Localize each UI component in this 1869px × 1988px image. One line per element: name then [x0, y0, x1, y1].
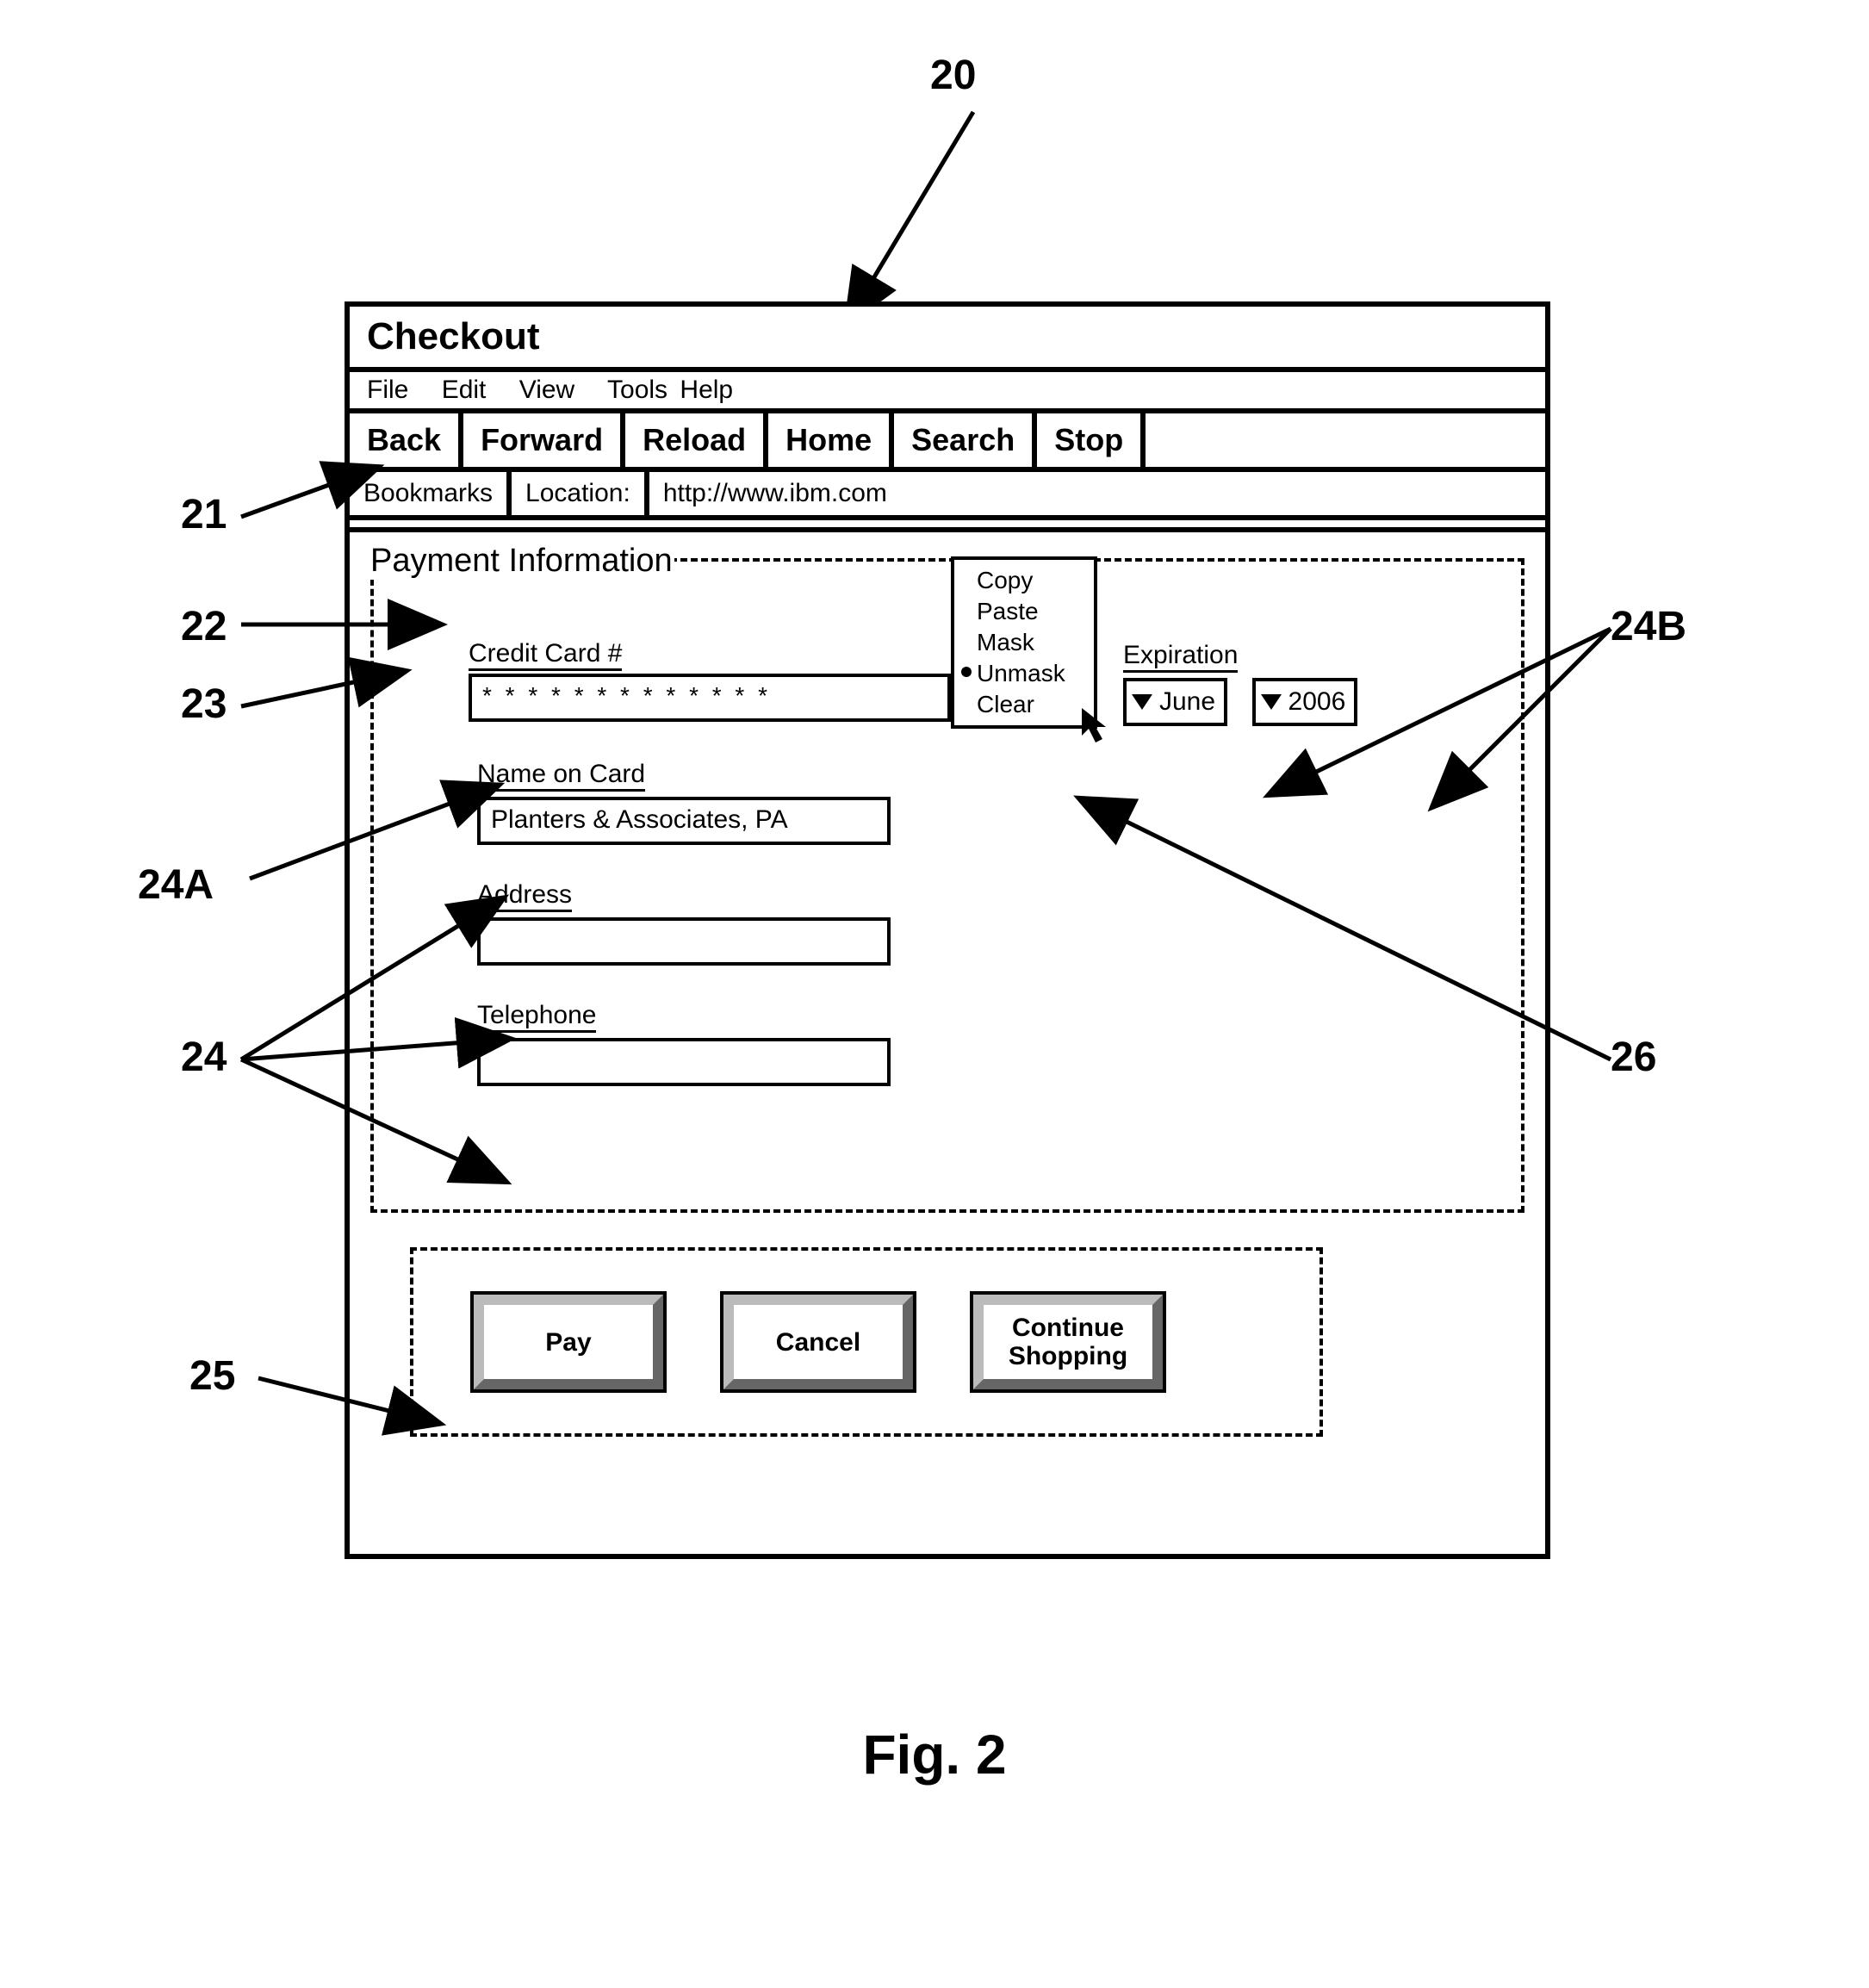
context-menu: Copy Paste Mask Unmask Clear	[951, 556, 1097, 729]
credit-card-input[interactable]: * * * * * * * * * * * * *	[469, 674, 951, 722]
expiration-label: Expiration	[1123, 641, 1238, 673]
home-button[interactable]: Home	[768, 413, 894, 467]
menu-help[interactable]: Help	[680, 376, 733, 404]
address-label: Address	[477, 880, 572, 912]
ctx-unmask[interactable]: Unmask	[958, 658, 1090, 689]
callout-24: 24	[181, 1034, 227, 1081]
ctx-clear[interactable]: Clear	[958, 689, 1090, 720]
forward-button[interactable]: Forward	[463, 413, 625, 467]
window-titlebar: Checkout	[350, 307, 1545, 372]
window-title: Checkout	[367, 315, 539, 357]
ctx-mask[interactable]: Mask	[958, 627, 1090, 658]
leader-25	[250, 1370, 405, 1421]
leader-23	[233, 672, 370, 715]
back-button[interactable]: Back	[350, 413, 463, 467]
callout-22: 22	[181, 603, 227, 650]
leader-24	[233, 913, 474, 1223]
name-on-card-row: Name on Card Planters & Associates, PA	[477, 760, 891, 845]
telephone-label: Telephone	[477, 1001, 596, 1033]
url-field[interactable]: http://www.ibm.com	[649, 472, 1545, 515]
toolbar-separator	[350, 520, 1545, 532]
chevron-down-icon	[1132, 694, 1152, 710]
leader-20	[818, 103, 1042, 301]
name-on-card-label: Name on Card	[477, 760, 645, 792]
ctx-paste[interactable]: Paste	[958, 596, 1090, 627]
leader-21	[233, 474, 353, 525]
menu-view[interactable]: View	[519, 376, 574, 404]
expiration-month-select[interactable]: June	[1123, 678, 1227, 726]
callout-23: 23	[181, 680, 227, 728]
pay-button[interactable]: Pay	[474, 1295, 663, 1389]
credit-card-label: Credit Card #	[469, 639, 622, 671]
callout-20: 20	[930, 52, 976, 99]
name-on-card-input[interactable]: Planters & Associates, PA	[477, 797, 891, 845]
figure-canvas: 20 Checkout File Edit View Tools Help Ba…	[0, 0, 1869, 1988]
address-row: Address	[477, 880, 891, 966]
menu-edit[interactable]: Edit	[442, 376, 487, 404]
cancel-button[interactable]: Cancel	[723, 1295, 913, 1389]
expiration-month-value: June	[1159, 687, 1215, 717]
cursor-icon	[1078, 706, 1113, 744]
callout-24B: 24B	[1611, 603, 1686, 650]
callout-21: 21	[181, 491, 227, 538]
toolbar-spacer	[1146, 413, 1545, 467]
leader-22	[233, 607, 405, 642]
menu-file[interactable]: File	[367, 376, 408, 404]
reload-button[interactable]: Reload	[625, 413, 768, 467]
button-panel: Pay Cancel Continue Shopping	[410, 1247, 1323, 1437]
telephone-row: Telephone	[477, 1001, 891, 1086]
continue-shopping-button[interactable]: Continue Shopping	[973, 1295, 1163, 1389]
menu-tools[interactable]: Tools	[607, 376, 668, 404]
credit-card-row: Credit Card # * * * * * * * * * * * * *	[469, 639, 622, 671]
address-input[interactable]	[477, 917, 891, 966]
location-label: Location:	[512, 472, 649, 515]
search-button[interactable]: Search	[894, 413, 1037, 467]
figure-caption: Fig. 2	[0, 1723, 1869, 1786]
callout-24A: 24A	[138, 861, 214, 909]
menu-bar: File Edit View Tools Help	[350, 372, 1545, 413]
callout-25: 25	[189, 1352, 235, 1400]
leader-24A	[241, 792, 465, 887]
ctx-copy[interactable]: Copy	[958, 565, 1090, 596]
stop-button[interactable]: Stop	[1037, 413, 1146, 467]
leader-26	[1111, 810, 1628, 1068]
form-title: Payment Information	[369, 543, 674, 580]
bookmarks-button[interactable]: Bookmarks	[350, 472, 512, 515]
location-bar: Bookmarks Location: http://www.ibm.com	[350, 472, 1545, 520]
leader-24B	[1275, 620, 1619, 792]
nav-toolbar: Back Forward Reload Home Search Stop	[350, 413, 1545, 472]
telephone-input[interactable]	[477, 1038, 891, 1086]
